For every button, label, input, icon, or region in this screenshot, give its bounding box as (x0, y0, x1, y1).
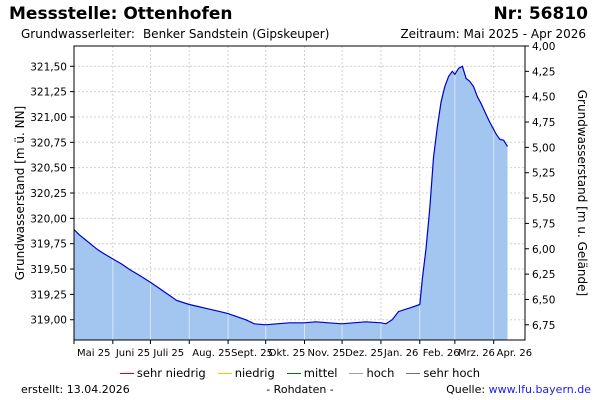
legend-swatch (286, 373, 301, 374)
x-tick-label: Okt. 25 (269, 348, 306, 359)
aquifer-info: Grundwasserleiter: Benker Sandstein (Gips… (21, 27, 329, 41)
x-tick-label: Mai 25 (77, 348, 110, 359)
y2-tick-label: 4,75 (532, 117, 555, 129)
legend-item: niedrig (217, 366, 275, 380)
y2-tick-label: 6,50 (532, 294, 555, 306)
y2-tick-label: 5,00 (532, 142, 555, 154)
legend-swatch (217, 373, 232, 374)
x-tick-label: Sept. 25 (231, 348, 273, 359)
x-tick-label: Apr. 26 (497, 348, 532, 359)
y-tick-label: 320,50 (30, 163, 67, 175)
legend-swatch (406, 373, 421, 374)
legend-label: niedrig (234, 366, 275, 380)
y-tick-label: 320,25 (30, 188, 67, 200)
x-tick-label: Mrz. 26 (458, 348, 495, 359)
y-tick-label: 319,50 (30, 264, 67, 276)
y-axis-right: 4,00 4,25 4,50 4,75 5,00 5,25 5,50 5,75 6,00 6,25… (525, 41, 555, 332)
y-tick-label: 321,25 (30, 87, 67, 99)
legend: sehr niedrig niedrig mittel hoch sehr hoch (0, 366, 600, 380)
y2-tick-label: 6,75 (532, 320, 555, 332)
legend-swatch (119, 373, 134, 374)
legend-item: mittel (286, 366, 338, 380)
legend-item: hoch (349, 366, 394, 380)
y-tick-label: 321,00 (30, 112, 67, 124)
source: Quelle: www.lfu.bayern.de (446, 383, 591, 396)
aquifer-label: Grundwasserleiter: (21, 27, 135, 41)
y2-tick-label: 4,50 (532, 92, 555, 104)
y-tick-label: 321,50 (30, 61, 67, 73)
x-tick-label: Juni 25 (115, 348, 150, 359)
y-tick-label: 320,75 (30, 137, 67, 149)
y-tick-label: 320,00 (30, 213, 67, 225)
legend-item: sehr hoch (406, 366, 480, 380)
legend-label: hoch (366, 366, 395, 380)
legend-label: sehr hoch (423, 366, 481, 380)
y2-axis-label: Grundwasserstand [m u. Gelände] (575, 90, 589, 296)
period-label: Zeitraum: Mai 2025 - Apr 2026 (400, 27, 586, 41)
x-tick-label: Juli 25 (152, 348, 184, 359)
created-date: erstellt: 13.04.2026 (21, 383, 130, 396)
station-title: Messstelle: Ottenhofen (9, 4, 233, 24)
legend-label: sehr niedrig (136, 366, 206, 380)
groundwater-area (74, 66, 508, 341)
x-tick-label: Jan. 26 (383, 348, 419, 359)
station-number: Nr: 56810 (493, 4, 588, 24)
legend-item: sehr niedrig (119, 366, 206, 380)
y2-tick-label: 5,50 (532, 193, 555, 205)
x-tick-label: Nov. 25 (308, 348, 346, 359)
y-tick-label: 319,75 (30, 239, 67, 251)
legend-label: mittel (303, 366, 338, 380)
y2-tick-label: 5,75 (532, 218, 555, 230)
y-axis-label: Grundwasserstand [m ü. NN] (13, 106, 27, 280)
y2-tick-label: 4,25 (532, 66, 555, 78)
y2-tick-label: 4,00 (532, 41, 555, 53)
legend-swatch (349, 373, 364, 374)
y2-tick-label: 6,25 (532, 269, 555, 281)
y-axis-left: 321,50 321,25 321,00 320,75 320,50 320,25 320,… (30, 61, 74, 327)
x-axis: Mai 25 Juni 25 Juli 25 Aug. 25 Sept. 25Okt. … (73, 340, 532, 359)
x-tick-label: Dez. 25 (345, 348, 383, 359)
source-label: Quelle: (446, 383, 486, 396)
y-tick-label: 319,00 (30, 315, 67, 327)
x-tick-label: Aug. 25 (192, 348, 231, 359)
source-link[interactable]: www.lfu.bayern.de (488, 383, 591, 396)
x-tick-label: Feb. 26 (423, 348, 460, 359)
y2-tick-label: 5,25 (532, 168, 555, 180)
y-tick-label: 319,25 (30, 289, 67, 301)
y2-tick-label: 6,00 (532, 244, 555, 256)
groundwater-line (73, 65, 509, 326)
raw-data-note: - Rohdaten - (266, 383, 334, 396)
aquifer-value: Benker Sandstein (Gipskeuper) (142, 27, 330, 41)
